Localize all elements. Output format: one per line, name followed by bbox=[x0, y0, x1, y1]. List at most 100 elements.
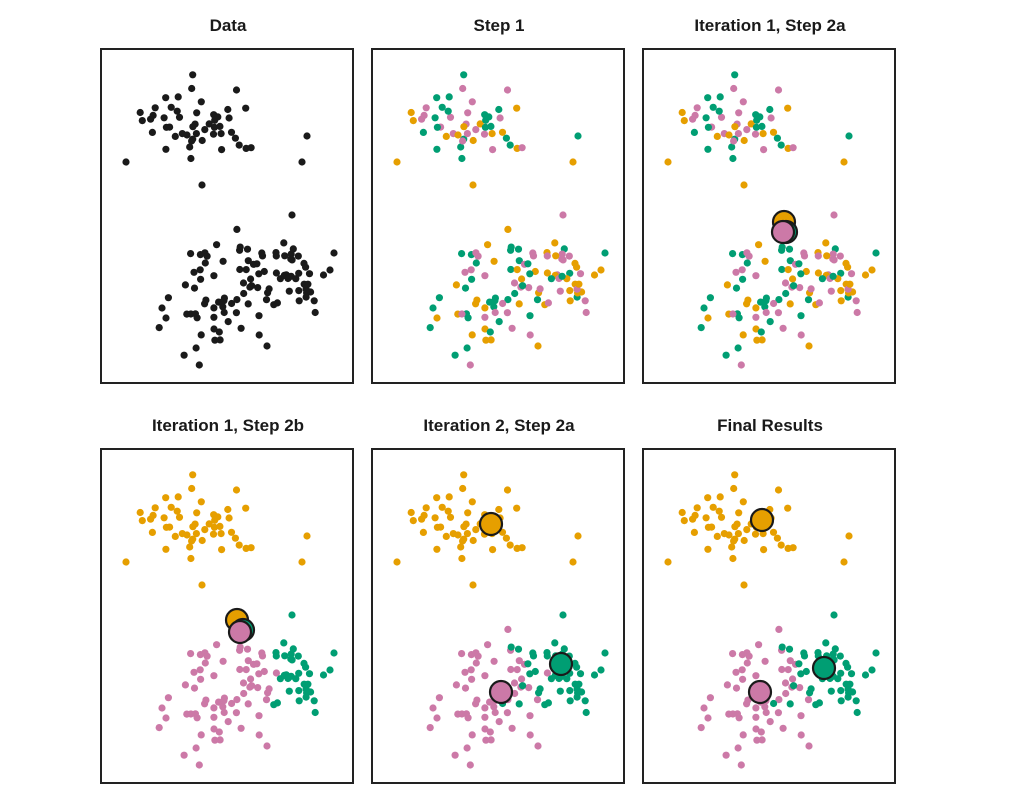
data-point bbox=[433, 494, 441, 502]
panel-final-results bbox=[642, 448, 896, 784]
cluster-centroid bbox=[478, 511, 504, 537]
data-point bbox=[519, 682, 527, 690]
data-point bbox=[305, 670, 314, 678]
data-point bbox=[472, 659, 480, 667]
data-point bbox=[236, 243, 244, 251]
data-point bbox=[852, 297, 860, 305]
data-point bbox=[158, 304, 166, 312]
data-point bbox=[435, 694, 443, 702]
data-point bbox=[265, 685, 273, 693]
data-point bbox=[187, 710, 195, 718]
panel-title-iteration-1-step-2b: Iteration 1, Step 2b bbox=[151, 416, 305, 435]
data-point bbox=[713, 532, 721, 540]
data-point bbox=[476, 120, 484, 128]
data-point bbox=[789, 675, 797, 683]
data-point bbox=[232, 86, 241, 94]
data-point bbox=[460, 71, 468, 79]
data-point bbox=[790, 282, 798, 290]
panel-title-final-results: Final Results bbox=[717, 416, 823, 435]
data-point bbox=[228, 299, 236, 308]
data-point bbox=[244, 657, 252, 665]
scatter-plot-final-results bbox=[664, 471, 880, 769]
panel-step-1 bbox=[371, 48, 625, 384]
cluster-centroid bbox=[488, 679, 514, 705]
data-point bbox=[451, 351, 459, 359]
data-point bbox=[525, 684, 533, 692]
data-point bbox=[235, 141, 243, 149]
data-point bbox=[491, 708, 499, 717]
data-point bbox=[774, 309, 782, 317]
data-point bbox=[481, 713, 489, 721]
data-point bbox=[486, 728, 494, 736]
data-point bbox=[175, 113, 184, 121]
data-point bbox=[789, 275, 797, 283]
data-point bbox=[472, 300, 480, 308]
data-point bbox=[466, 761, 474, 769]
data-point bbox=[490, 657, 498, 665]
data-point bbox=[827, 687, 835, 695]
data-point bbox=[730, 137, 738, 145]
data-point bbox=[237, 324, 245, 332]
panel-title-iteration-2-step-2a: Iteration 2, Step 2a bbox=[423, 416, 575, 435]
data-point bbox=[219, 303, 227, 311]
data-point bbox=[213, 241, 221, 249]
data-point bbox=[755, 241, 763, 249]
data-point bbox=[162, 545, 170, 553]
data-point bbox=[502, 134, 510, 142]
data-point bbox=[239, 679, 248, 687]
data-point bbox=[272, 269, 280, 277]
data-point bbox=[487, 122, 495, 130]
data-point bbox=[740, 581, 748, 589]
data-point bbox=[468, 98, 476, 106]
data-point bbox=[689, 115, 697, 123]
data-point bbox=[743, 526, 751, 534]
data-point bbox=[262, 696, 271, 704]
data-point bbox=[175, 513, 184, 521]
data-point bbox=[485, 113, 493, 121]
data-point bbox=[775, 625, 783, 633]
data-point bbox=[590, 271, 599, 279]
data-point bbox=[201, 526, 209, 534]
data-point bbox=[730, 84, 738, 93]
data-point bbox=[490, 303, 498, 311]
data-point bbox=[752, 672, 760, 680]
data-point bbox=[474, 652, 482, 660]
data-point bbox=[784, 504, 792, 512]
data-point bbox=[575, 680, 583, 688]
data-point bbox=[254, 684, 262, 692]
data-point bbox=[807, 285, 815, 293]
data-point bbox=[767, 114, 775, 122]
data-point bbox=[461, 268, 469, 276]
data-point bbox=[790, 682, 798, 690]
data-point bbox=[678, 108, 686, 117]
scatter-plot-data bbox=[122, 71, 338, 369]
data-point bbox=[752, 272, 760, 280]
data-point bbox=[544, 699, 552, 707]
data-point bbox=[433, 123, 441, 131]
data-point bbox=[189, 523, 197, 531]
data-point bbox=[232, 709, 240, 717]
data-point bbox=[210, 313, 218, 321]
data-point bbox=[536, 685, 544, 693]
data-point bbox=[433, 145, 441, 153]
data-point bbox=[510, 679, 519, 687]
data-point bbox=[458, 710, 466, 718]
data-point bbox=[458, 154, 466, 163]
scatter-plot-iteration-2-step-2a bbox=[393, 471, 609, 769]
data-point bbox=[255, 670, 263, 678]
data-point bbox=[210, 725, 218, 733]
data-point bbox=[704, 523, 712, 531]
data-point bbox=[601, 249, 609, 257]
cluster-centroid bbox=[548, 651, 574, 677]
data-point bbox=[740, 181, 748, 189]
data-point bbox=[216, 336, 224, 344]
data-point bbox=[786, 300, 794, 308]
data-point bbox=[220, 297, 228, 305]
cluster-centroid bbox=[770, 219, 796, 245]
data-point bbox=[868, 266, 876, 274]
data-point bbox=[409, 117, 417, 125]
data-point bbox=[217, 130, 225, 138]
data-point bbox=[188, 84, 196, 93]
data-point bbox=[868, 666, 876, 674]
data-point bbox=[272, 652, 280, 660]
